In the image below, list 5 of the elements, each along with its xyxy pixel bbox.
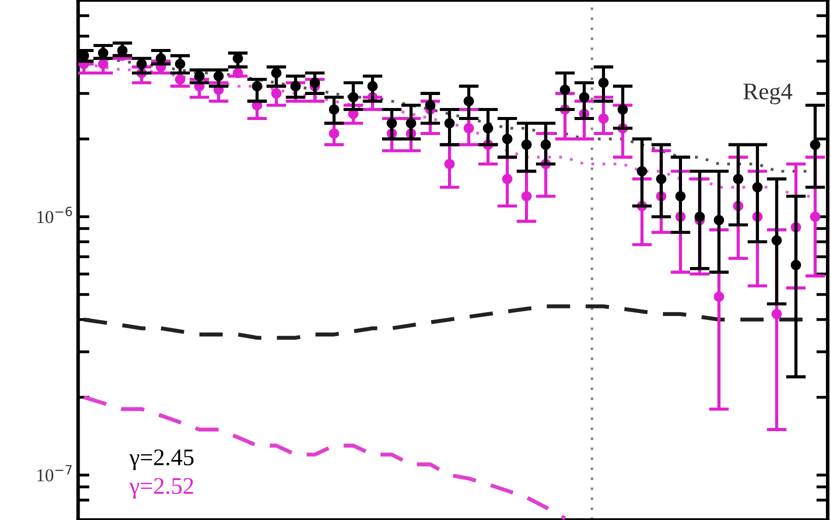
annotation: Reg4 [743, 84, 792, 104]
text: γ=2.45 [129, 449, 194, 470]
y-tick-label: 10$^{−6}$ [37, 206, 72, 224]
text: γ=2.52 [129, 478, 194, 499]
y-tick-label: 10$^{−7}$ [37, 465, 72, 482]
